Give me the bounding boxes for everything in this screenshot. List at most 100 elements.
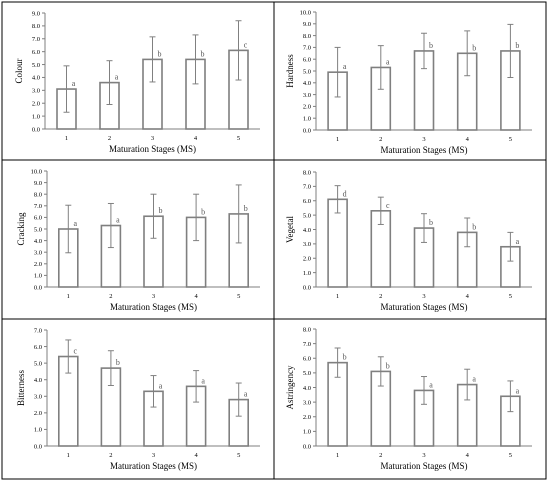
- significance-label: b: [201, 49, 205, 58]
- y-tick-label: 2.0: [32, 101, 40, 108]
- y-tick-label: 7.0: [34, 203, 42, 210]
- y-tick-label: 0.0: [32, 126, 40, 133]
- y-tick-label: 6.0: [303, 198, 311, 205]
- y-tick-label: 8.0: [32, 23, 40, 30]
- y-tick-label: 6.0: [34, 344, 42, 351]
- y-tick-label: 3.0: [34, 250, 42, 257]
- y-tick-label: 4.0: [34, 238, 42, 245]
- significance-label: b: [158, 49, 162, 58]
- significance-label: b: [429, 218, 433, 227]
- significance-label: c: [386, 201, 390, 210]
- y-tick-label: 1.0: [303, 116, 311, 123]
- y-tick-label: 6.0: [303, 356, 311, 363]
- x-tick-label: 2: [379, 452, 382, 459]
- y-axis-title: Bitterness: [16, 370, 26, 406]
- chart-panel-1: 0.0 1.0 2.0 3.0 4.0 5.0 6.0 7.0 8.0 9.0 Colour Matu…: [1, 1, 275, 161]
- x-tick-label: 3: [422, 136, 425, 143]
- significance-label: b: [472, 43, 476, 52]
- y-tick-label: 2.0: [34, 261, 42, 268]
- y-tick-label: 2.0: [34, 410, 42, 417]
- x-tick-label: 3: [152, 452, 155, 459]
- significance-label: b: [244, 204, 248, 213]
- x-tick-label: 2: [109, 293, 112, 300]
- y-tick-label: 4.0: [32, 75, 40, 82]
- significance-label: a: [343, 62, 347, 71]
- x-tick-label: 5: [237, 452, 240, 459]
- y-tick-label: 4.0: [303, 385, 311, 392]
- x-tick-label: 1: [336, 452, 339, 459]
- significance-label: a: [159, 381, 163, 390]
- significance-label: c: [74, 347, 78, 356]
- chart-panel-5: 0.0 1.0 2.0 3.0 4.0 5.0 6.0 7.0 Bitterness Matura…: [1, 318, 275, 480]
- significance-label: b: [386, 361, 390, 370]
- x-axis-title: Maturation Stages (MS): [110, 461, 197, 471]
- y-tick-label: 8.0: [303, 33, 311, 40]
- y-tick-label: 2.0: [303, 104, 311, 111]
- chart-panel-2: 0.0 1.0 2.0 3.0 4.0 5.0 6.0 7.0 8.0 9.0 10.0 Hardne…: [273, 1, 547, 161]
- significance-label: c: [244, 40, 248, 49]
- x-tick-label: 1: [65, 135, 68, 142]
- y-tick-label: 0.0: [34, 443, 42, 450]
- y-tick-label: 3.0: [34, 394, 42, 401]
- y-tick-label: 9.0: [303, 21, 311, 28]
- y-tick-label: 5.0: [34, 226, 42, 233]
- x-axis-title: Maturation Stages (MS): [381, 302, 468, 312]
- y-tick-label: 7.0: [32, 36, 40, 43]
- significance-label: b: [201, 207, 205, 216]
- x-axis-title: Maturation Stages (MS): [110, 302, 197, 312]
- y-tick-label: 10.0: [300, 9, 311, 16]
- x-tick-label: 3: [422, 452, 425, 459]
- significance-label: a: [72, 79, 76, 88]
- significance-label: a: [74, 219, 78, 228]
- x-tick-label: 1: [67, 452, 70, 459]
- panel-border: [273, 318, 547, 480]
- x-tick-label: 4: [194, 293, 198, 300]
- y-tick-label: 8.0: [34, 192, 42, 199]
- x-tick-label: 5: [237, 135, 240, 142]
- y-tick-label: 10.0: [31, 168, 42, 175]
- significance-label: a: [429, 380, 433, 389]
- y-tick-label: 0.0: [303, 443, 311, 450]
- significance-label: b: [159, 206, 163, 215]
- x-tick-label: 1: [336, 293, 339, 300]
- y-tick-label: 7.0: [34, 327, 42, 334]
- x-axis-title: Maturation Stages (MS): [109, 144, 196, 154]
- x-tick-label: 2: [109, 452, 112, 459]
- significance-label: a: [244, 390, 248, 399]
- significance-label: b: [343, 353, 347, 362]
- y-tick-label: 4.0: [303, 227, 311, 234]
- x-tick-label: 2: [379, 293, 382, 300]
- significance-label: d: [343, 189, 347, 198]
- x-tick-label: 5: [509, 293, 512, 300]
- y-tick-label: 7.0: [303, 341, 311, 348]
- x-tick-label: 3: [422, 293, 425, 300]
- x-tick-label: 5: [509, 136, 512, 143]
- panel-border: [273, 159, 547, 320]
- y-tick-label: 1.0: [303, 270, 311, 277]
- x-tick-label: 4: [466, 452, 470, 459]
- x-axis-title: Maturation Stages (MS): [381, 145, 468, 155]
- y-tick-label: 7.0: [303, 45, 311, 52]
- significance-label: a: [386, 57, 390, 66]
- significance-label: b: [116, 358, 120, 367]
- chart-panel-6: 0.0 1.0 2.0 3.0 4.0 5.0 6.0 7.0 8.0 Astringency Ma…: [273, 318, 547, 480]
- y-tick-label: 7.0: [303, 184, 311, 191]
- x-axis-title: Maturation Stages (MS): [381, 461, 468, 471]
- x-tick-label: 2: [379, 136, 382, 143]
- significance-label: b: [429, 41, 433, 50]
- significance-label: a: [201, 376, 205, 385]
- y-tick-label: 0.0: [34, 284, 42, 291]
- significance-label: a: [472, 375, 476, 384]
- significance-label: a: [516, 386, 520, 395]
- y-tick-label: 5.0: [32, 62, 40, 69]
- x-tick-label: 4: [194, 135, 198, 142]
- y-tick-label: 5.0: [303, 212, 311, 219]
- x-tick-label: 4: [466, 136, 470, 143]
- y-tick-label: 1.0: [32, 113, 40, 120]
- y-tick-label: 5.0: [303, 68, 311, 75]
- y-tick-label: 6.0: [32, 49, 40, 56]
- chart-panel-4: 0.0 1.0 2.0 3.0 4.0 5.0 6.0 7.0 8.0 Vegetal Matura…: [273, 159, 547, 320]
- x-tick-label: 1: [67, 293, 70, 300]
- significance-label: a: [115, 73, 119, 82]
